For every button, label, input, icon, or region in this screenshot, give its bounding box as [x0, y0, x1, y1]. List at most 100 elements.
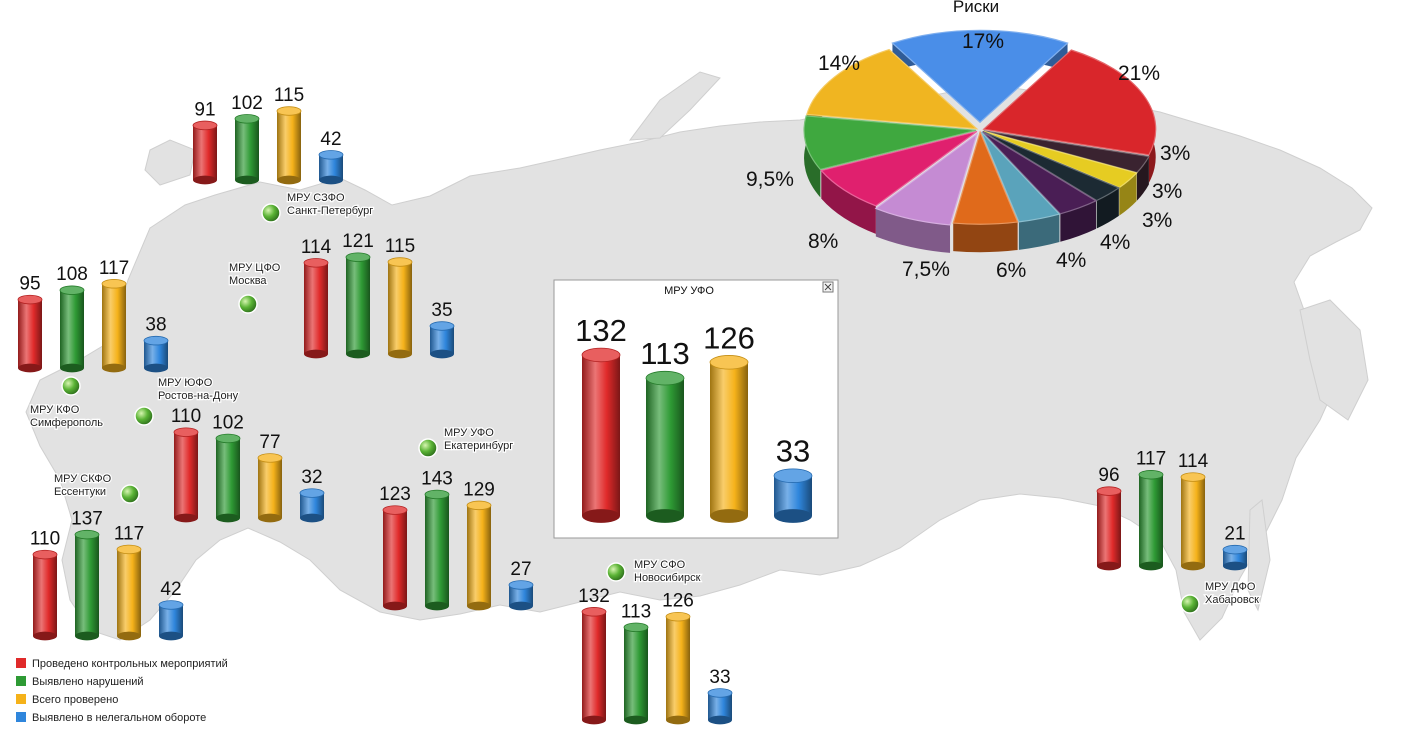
marker-label-cfo-0: МРУ ЦФО [229, 262, 281, 274]
pie-label-1: 21% [1118, 62, 1160, 85]
marker-dot-icon[interactable] [261, 203, 281, 223]
bar-sfo-violations [623, 622, 649, 725]
marker-label-ufo-1: Екатеринбург [444, 440, 513, 452]
bar-group-ufo: 123 143 129 27 [379, 468, 534, 611]
bar-dfo-violations-value: 117 [1136, 449, 1166, 470]
bar-dfo-checked-value: 114 [1178, 451, 1209, 472]
marker-label-szfo-0: МРУ СЗФО [287, 192, 345, 204]
bar-sfo-violations-value: 113 [621, 601, 651, 622]
bar-skfo-checked [116, 544, 142, 641]
marker-label-dfo-0: МРУ ДФО [1205, 581, 1256, 593]
marker-label-szfo-1: Санкт-Петербург [287, 205, 373, 217]
bar-yufo-controls [173, 427, 199, 523]
bar-skfo-checked-value: 117 [114, 523, 144, 544]
pie-label-11: 14% [818, 52, 860, 75]
popup-bar-checked [709, 355, 749, 523]
legend-label: Проведено контрольных мероприятий [32, 658, 228, 670]
legend-item-illegal: Выявлено в нелегальном обороте [16, 712, 206, 724]
bar-szfo-checked-value: 115 [274, 85, 304, 106]
popup-bar-violations-value: 113 [640, 336, 689, 371]
pie-slice-2 [1136, 156, 1149, 201]
pie-label-0: 17% [962, 30, 1004, 53]
close-icon[interactable] [822, 281, 834, 293]
bar-ufo-controls-value: 123 [379, 484, 411, 505]
pie-slice-7 [953, 221, 1018, 253]
bar-cfo-controls [303, 258, 329, 359]
bar-ufo-violations [424, 489, 450, 611]
novaya-zemlya [628, 71, 721, 141]
bar-kfo-violations-value: 108 [56, 264, 88, 285]
marker-label-dfo-1: Хабаровск [1205, 594, 1259, 606]
bar-cfo-violations-value: 121 [342, 231, 374, 252]
legend-swatch [16, 676, 26, 686]
bar-szfo-controls [192, 120, 218, 185]
bar-kfo-illegal-value: 38 [145, 315, 166, 336]
bar-sfo-checked [665, 611, 691, 725]
marker-label-sfo-1: Новосибирск [634, 572, 701, 584]
pie-slice-3 [1119, 172, 1137, 216]
marker-label-yufo-0: МРУ ЮФО [158, 377, 213, 389]
bar-szfo-violations-value: 102 [231, 93, 263, 114]
bar-dfo-controls-value: 96 [1098, 465, 1119, 486]
legend-label: Выявлено нарушений [32, 676, 144, 688]
bar-sfo-controls [581, 607, 607, 725]
pie-label-8: 7,5% [902, 258, 950, 281]
bar-szfo-illegal [318, 150, 344, 185]
bar-szfo-controls-value: 91 [194, 99, 215, 120]
bar-ufo-checked-value: 129 [463, 479, 495, 500]
sakhalin [1247, 499, 1271, 612]
bar-group-cfo: 114 121 115 35 [301, 231, 455, 359]
bar-kfo-controls-value: 95 [19, 274, 40, 295]
bar-yufo-violations-value: 102 [212, 412, 244, 433]
bar-skfo-illegal-value: 42 [160, 579, 181, 600]
bar-skfo-illegal [158, 600, 184, 641]
marker-dot-icon[interactable] [61, 376, 81, 396]
legend-swatch [16, 694, 26, 704]
bar-kfo-checked [101, 279, 127, 373]
marker-label-sfo-0: МРУ СФО [634, 559, 686, 571]
marker-dot-icon[interactable] [134, 406, 154, 426]
popup-bar-controls-value: 132 [575, 313, 627, 348]
bar-sfo-illegal [707, 688, 733, 725]
marker-dot-icon[interactable] [418, 438, 438, 458]
pie-label-3: 3% [1152, 180, 1182, 203]
popup-bar-checked-value: 126 [703, 320, 755, 355]
bar-ufo-controls [382, 505, 408, 611]
bar-cfo-checked [387, 257, 413, 359]
region-bar-charts: 91 102 115 42 95 108 117 38 114 121 115 35 110 102 77 3… [17, 85, 1248, 725]
marker-dot-icon[interactable] [1180, 594, 1200, 614]
pie-slice-9 [821, 170, 876, 234]
bar-dfo-checked [1180, 472, 1206, 571]
bar-ufo-checked [466, 500, 492, 611]
bar-kfo-controls [17, 294, 43, 373]
bar-skfo-controls [32, 549, 58, 641]
kamchatka [1299, 299, 1369, 421]
bar-skfo-violations [74, 529, 100, 641]
bar-cfo-controls-value: 114 [301, 237, 332, 258]
bar-dfo-controls [1096, 486, 1122, 571]
pie-slice-8 [875, 208, 951, 253]
marker-dot-icon[interactable] [238, 294, 258, 314]
bar-group-sfo: 132 113 126 33 [578, 586, 733, 725]
bar-cfo-violations [345, 252, 371, 359]
bar-sfo-controls-value: 132 [578, 586, 610, 607]
popup-title: МРУ УФО [664, 285, 714, 297]
marker-dot-icon[interactable] [120, 484, 140, 504]
marker-label-cfo-1: Москва [229, 275, 267, 287]
popup-bar-illegal [773, 468, 813, 523]
bar-szfo-violations [234, 114, 260, 185]
bar-group-szfo: 91 102 115 42 [192, 85, 344, 185]
risk-pie-chart: Риски 17% 21% 3% 3% 3% 4% 4% 6% 7,5% 8% 9,5% 14% [746, 0, 1190, 282]
legend-label: Всего проверено [32, 694, 118, 706]
marker-dot-icon[interactable] [606, 562, 626, 582]
bar-ufo-violations-value: 143 [421, 468, 453, 489]
